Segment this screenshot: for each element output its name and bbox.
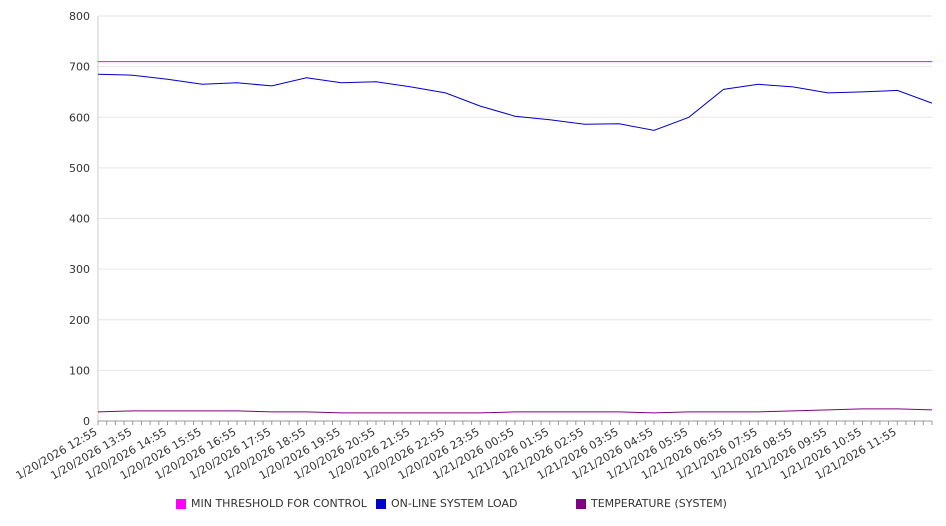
axes [97, 16, 933, 425]
legend-label-system-load: ON-LINE SYSTEM LOAD [391, 497, 518, 510]
y-tick-label: 200 [69, 314, 90, 327]
y-tick-label: 100 [69, 364, 90, 377]
y-tick-label: 500 [69, 162, 90, 175]
series-line-2 [97, 408, 933, 414]
legend-swatch-min-threshold [176, 498, 186, 509]
series-line-1 [97, 73, 933, 131]
legend-item-system-load[interactable]: ON-LINE SYSTEM LOAD [376, 497, 517, 510]
y-tick-label: 0 [83, 415, 90, 428]
y-tick-label: 300 [69, 263, 90, 276]
legend-swatch-temperature [576, 498, 586, 509]
legend: MIN THRESHOLD FOR CONTROL ON-LINE SYSTEM… [0, 497, 946, 515]
y-tick-label: 800 [69, 10, 90, 23]
y-tick-label: 600 [69, 111, 90, 124]
legend-swatch-system-load [376, 498, 386, 509]
legend-item-temperature[interactable]: TEMPERATURE (SYSTEM) [576, 497, 727, 510]
y-axis-tick-labels: 0 100 200 300 400 500 600 700 800 [69, 10, 90, 428]
legend-item-min-threshold[interactable]: MIN THRESHOLD FOR CONTROL [176, 497, 367, 510]
x-axis-tick-labels: 1/20/2026 12:551/20/2026 13:551/20/2026 … [14, 425, 899, 482]
grid-lines [98, 15, 932, 371]
legend-label-min-threshold: MIN THRESHOLD FOR CONTROL [191, 497, 367, 510]
series-lines [97, 61, 933, 414]
legend-label-temperature: TEMPERATURE (SYSTEM) [591, 497, 727, 510]
y-tick-label: 700 [69, 61, 90, 74]
y-tick-label: 400 [69, 213, 90, 226]
